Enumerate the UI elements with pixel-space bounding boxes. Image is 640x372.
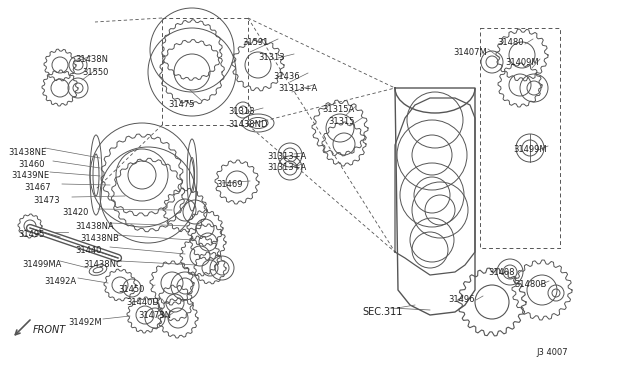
Text: 31409M: 31409M — [505, 58, 539, 67]
Text: 31499M: 31499M — [513, 145, 547, 154]
Text: 31475: 31475 — [168, 100, 195, 109]
Text: 31313: 31313 — [258, 53, 285, 62]
Text: 31313: 31313 — [228, 107, 255, 116]
Text: 31313+A: 31313+A — [267, 152, 307, 161]
Text: 31438NE: 31438NE — [8, 148, 46, 157]
Text: 31550: 31550 — [82, 68, 108, 77]
Text: 31438ND: 31438ND — [228, 120, 268, 129]
Text: 31467: 31467 — [24, 183, 51, 192]
Text: 31492M: 31492M — [68, 318, 102, 327]
Text: 31492A: 31492A — [44, 277, 76, 286]
Text: J3 4007: J3 4007 — [536, 348, 568, 357]
Text: FRONT: FRONT — [33, 325, 67, 335]
Text: 31495: 31495 — [18, 230, 44, 239]
Text: 31436: 31436 — [273, 72, 300, 81]
Text: 31313+A: 31313+A — [278, 84, 317, 93]
Text: 31473N: 31473N — [138, 311, 171, 320]
Text: 31315: 31315 — [328, 117, 355, 126]
Text: 31440D: 31440D — [126, 298, 159, 307]
Text: 31591: 31591 — [242, 38, 268, 47]
Text: 31496: 31496 — [448, 295, 474, 304]
Text: 31473: 31473 — [33, 196, 60, 205]
Text: 31439NE: 31439NE — [11, 171, 49, 180]
Text: 31440: 31440 — [75, 246, 101, 255]
Text: 31313+A: 31313+A — [267, 163, 307, 172]
Text: 31438NA: 31438NA — [75, 222, 114, 231]
Text: 31407M: 31407M — [453, 48, 487, 57]
Text: 31315A: 31315A — [322, 105, 355, 114]
Text: 31420: 31420 — [62, 208, 88, 217]
Text: 31469: 31469 — [216, 180, 243, 189]
Text: SEC.311: SEC.311 — [362, 307, 403, 317]
Text: 31438NB: 31438NB — [80, 234, 119, 243]
Text: 31480: 31480 — [497, 38, 524, 47]
Text: 31450: 31450 — [118, 285, 145, 294]
Text: 31438N: 31438N — [75, 55, 108, 64]
Text: 31438NC: 31438NC — [83, 260, 122, 269]
Text: 31460: 31460 — [18, 160, 45, 169]
Text: 31480B: 31480B — [514, 280, 547, 289]
Text: 31499MA: 31499MA — [22, 260, 61, 269]
Text: 31408: 31408 — [488, 268, 515, 277]
